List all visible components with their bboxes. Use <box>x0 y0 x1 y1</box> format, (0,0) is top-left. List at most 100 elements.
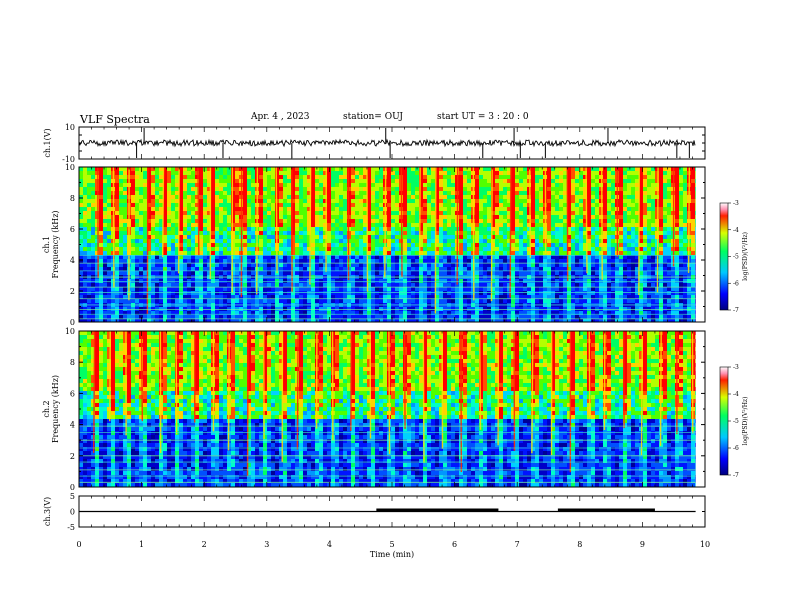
spectrogram-1-cell <box>483 199 487 203</box>
spectrogram-1-cell <box>459 247 463 251</box>
spectrogram-1-cell <box>131 283 135 287</box>
spectrogram-1-cell <box>463 231 467 235</box>
spectrogram-1-cell <box>391 279 395 283</box>
spectrogram-1-cell <box>223 227 227 231</box>
spectrogram-1-cell <box>379 207 383 211</box>
spectrogram-1-cell <box>611 267 615 271</box>
spectrogram-1-cell <box>315 251 319 255</box>
spectrogram-1-cell <box>415 183 419 187</box>
spectrogram-1-cell <box>351 287 355 291</box>
spectrogram-1-cell <box>659 271 663 275</box>
spectrogram-1-cell <box>211 223 215 227</box>
spectrogram-1-cell <box>479 167 483 171</box>
spectrogram-1-cell <box>443 267 447 271</box>
spectrogram-1-cell <box>483 291 487 295</box>
spectrogram-1-cell <box>223 203 227 207</box>
spectrogram-1-cell <box>263 223 267 227</box>
spectrogram-1-cell <box>683 231 687 235</box>
spectrogram-1-cell <box>503 279 507 283</box>
spectrogram-1-cell <box>467 203 471 207</box>
spectrogram-1-cell <box>695 223 696 227</box>
spectrogram-1-cell <box>83 251 87 255</box>
spectrogram-1-cell <box>247 195 251 199</box>
spectrogram-1-cell <box>219 283 223 287</box>
spectrogram-1-cell <box>231 227 235 231</box>
spectrogram-1-cell <box>315 279 319 283</box>
spectrogram-1-cell <box>607 279 611 283</box>
spectrogram-1-cell <box>639 191 643 195</box>
spectrogram-1-cell <box>131 179 135 183</box>
spectrogram-1-cell <box>223 271 227 275</box>
spectrogram-1-cell <box>531 235 535 239</box>
spectrogram-1-cell <box>675 255 679 259</box>
spectrogram-1-cell <box>531 171 535 175</box>
spectrogram-1-cell <box>279 251 283 255</box>
spectrogram-1-cell <box>219 251 223 255</box>
spectrogram-1-cell <box>575 219 579 223</box>
spectrogram-1-cell <box>171 263 175 267</box>
spectrogram-1-cell <box>591 235 595 239</box>
spectrogram-1-cell <box>399 279 403 283</box>
spectrogram-1-cell <box>487 255 491 259</box>
spectrogram-1-cell <box>479 171 483 175</box>
spectrogram-1-cell <box>447 215 451 219</box>
spectrogram-1-cell <box>391 263 395 267</box>
spectrogram-1-cell <box>323 239 327 243</box>
spectrogram-1-cell <box>439 199 443 203</box>
spectrogram-1-cell <box>287 203 291 207</box>
spectrogram-1-cell <box>99 287 103 291</box>
spectrogram-1-cell <box>667 231 671 235</box>
spectrogram-1-cell <box>663 175 667 179</box>
spectrogram-1-cell <box>319 175 323 179</box>
spectrogram-1-cell <box>183 243 187 247</box>
spectrogram-1-cell <box>595 179 599 183</box>
spectrogram-1-cell <box>283 247 287 251</box>
spectrogram-1-cell <box>327 219 331 223</box>
spectrogram-1-cell <box>655 291 659 295</box>
spectrogram-1-cell <box>351 167 355 171</box>
spectrogram-1-cell <box>635 291 639 295</box>
spectrogram-1-cell <box>535 195 539 199</box>
spectrogram-1-cell <box>435 183 439 187</box>
spectrogram-1-cell <box>203 223 207 227</box>
spectrogram-1-cell <box>91 239 95 243</box>
spectrogram-1-cell <box>363 263 367 267</box>
spectrogram-1-cell <box>279 215 283 219</box>
spectrogram-1-cell <box>603 219 607 223</box>
spectrogram-1-cell <box>599 215 603 219</box>
spectrogram-1-cell <box>463 291 467 295</box>
spectrogram-1-cell <box>399 239 403 243</box>
spectrogram-1-cell <box>559 215 563 219</box>
spectrogram-1-cell <box>375 171 379 175</box>
spectrogram-1-cell <box>231 219 235 223</box>
spectrogram-1-cell <box>507 227 511 231</box>
spectrogram-1-cell <box>659 287 663 291</box>
spectrogram-1-cell <box>575 283 579 287</box>
spectrogram-1-cell <box>367 175 371 179</box>
spectrogram-1-cell <box>235 255 239 259</box>
spectrogram-1-cell <box>643 219 647 223</box>
spectrogram-1-cell <box>371 187 375 191</box>
spectrogram-1-cell <box>679 223 683 227</box>
spectrogram-1-cell <box>291 291 295 295</box>
spectrogram-1-cell <box>487 175 491 179</box>
spectrogram-1-cell <box>371 199 375 203</box>
spectrogram-1-cell <box>611 235 615 239</box>
spectrogram-1-cell <box>327 243 331 247</box>
spectrogram-1-cell <box>267 167 271 171</box>
spectrogram-1-cell <box>463 195 467 199</box>
spectrogram-1-cell <box>139 227 143 231</box>
spectrogram-1-cell <box>503 183 507 187</box>
spectrogram-1-cell <box>539 267 543 271</box>
spectrogram-1-cell <box>299 215 303 219</box>
spectrogram-1-cell <box>623 179 627 183</box>
spectrogram-1-cell <box>583 279 587 283</box>
spectrogram-1-cell <box>231 215 235 219</box>
spectrogram-1-cell <box>199 255 203 259</box>
spectrogram-1-cell <box>623 191 627 195</box>
spectrogram-1-cell <box>151 239 155 243</box>
spectrogram-1-cell <box>695 239 696 243</box>
spectrogram-1-cell <box>403 263 407 267</box>
spectrogram-1-cell <box>499 187 503 191</box>
spectrogram-1-cell <box>171 251 175 255</box>
